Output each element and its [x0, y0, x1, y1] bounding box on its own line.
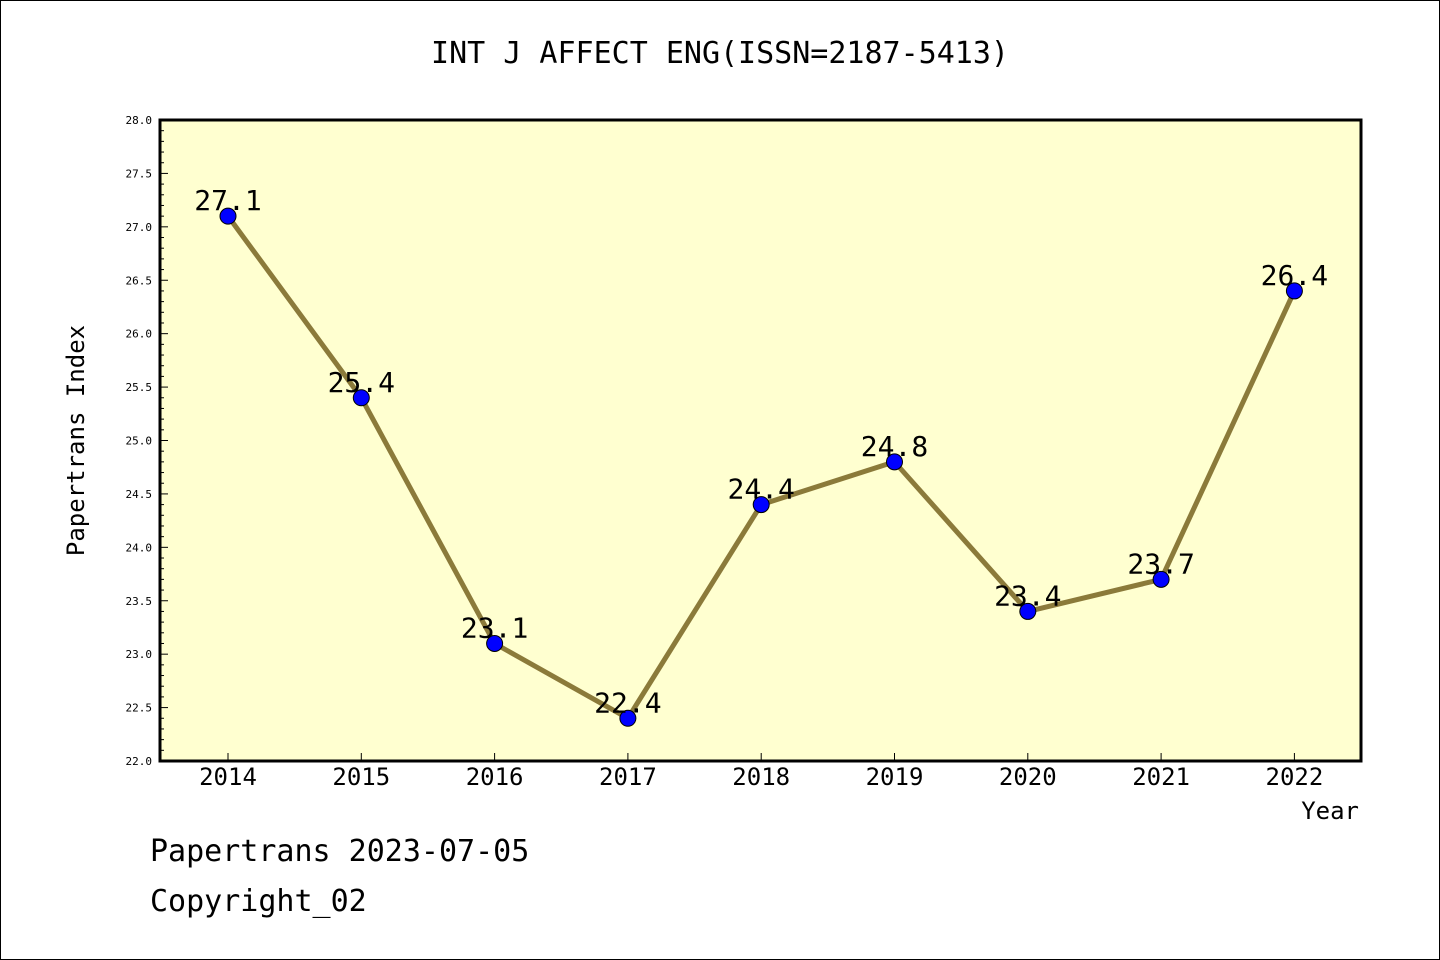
data-point	[486, 634, 504, 652]
y-axis-label: Papertrans Index	[62, 325, 90, 556]
x-tick-label: 2018	[732, 763, 790, 791]
x-tick-label: 2016	[466, 763, 524, 791]
x-tick-label: 2015	[332, 763, 390, 791]
data-point	[1019, 602, 1037, 620]
data-point	[886, 453, 903, 471]
y-tick-label: 25.0	[126, 435, 153, 448]
chart-title: INT J AFFECT ENG(ISSN=2187-5413)	[431, 36, 1009, 71]
x-tick-label: 2019	[866, 763, 924, 791]
data-label: 23.4	[994, 579, 1061, 612]
data-point	[1285, 282, 1303, 300]
plot-area	[160, 120, 1361, 761]
data-point	[352, 389, 370, 407]
y-tick-label: 26.5	[126, 274, 153, 287]
data-label: 25.4	[328, 366, 395, 399]
footer-copyright: Copyright_02	[150, 884, 367, 919]
y-tick-label: 25.5	[126, 381, 153, 394]
data-point	[619, 709, 637, 727]
data-point	[752, 496, 770, 514]
y-tick-label: 27.0	[126, 221, 153, 234]
data-point	[219, 207, 237, 225]
plot-border	[158, 118, 1363, 763]
data-point	[1152, 570, 1170, 588]
y-tick-label: 27.5	[126, 167, 153, 180]
y-tick-label: 23.5	[126, 595, 153, 608]
y-tick-label: 22.0	[126, 755, 153, 768]
y-tick-label: 23.0	[126, 648, 153, 661]
data-label: 26.4	[1261, 259, 1328, 292]
x-tick-label: 2017	[599, 763, 657, 791]
data-label: 27.1	[194, 184, 261, 217]
data-label: 24.4	[727, 473, 794, 506]
y-tick-label: 28.0	[126, 114, 153, 127]
x-tick-label: 2020	[999, 763, 1057, 791]
x-tick-label: 2022	[1266, 763, 1324, 791]
x-tick-label: 2014	[199, 763, 257, 791]
x-tick-label: 2021	[1132, 763, 1190, 791]
y-tick-label: 24.0	[126, 541, 153, 554]
y-tick-label: 26.0	[126, 328, 153, 341]
data-label: 24.8	[861, 430, 928, 463]
data-label: 23.7	[1127, 547, 1194, 580]
footer-date: Papertrans 2023-07-05	[150, 834, 530, 869]
y-tick-label: 22.5	[126, 702, 153, 715]
y-tick-label: 24.5	[126, 488, 153, 501]
data-label: 22.4	[594, 686, 661, 719]
data-label: 23.1	[461, 611, 528, 644]
x-axis-label: Year	[1301, 797, 1359, 825]
